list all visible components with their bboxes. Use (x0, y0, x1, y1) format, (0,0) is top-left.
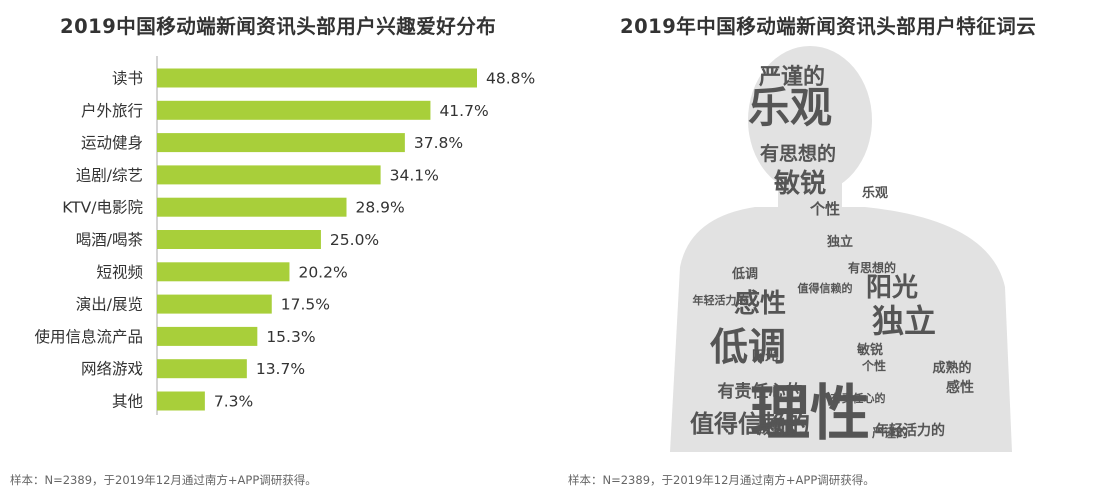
word-cloud-word: 有思想的 (760, 142, 836, 165)
category-label: 读书 (112, 70, 143, 88)
bar (157, 326, 258, 346)
word-cloud-word: 有责任心的 (718, 381, 803, 402)
category-label: 运动健身 (81, 134, 143, 152)
bar (157, 391, 205, 411)
value-label: 15.3% (266, 328, 315, 346)
value-label: 34.1% (390, 166, 439, 184)
value-label: 37.8% (414, 134, 463, 152)
category-label: 短视频 (96, 263, 143, 281)
left-sample-note: 样本：N=2389，于2019年12月通过南方+APP调研获得。 (10, 473, 317, 487)
category-label: 追剧/综艺 (76, 166, 143, 184)
bar (157, 165, 381, 185)
word-cloud-word: 值得信赖的 (798, 281, 853, 295)
value-label: 28.9% (356, 199, 405, 217)
word-cloud-word: 感性 (734, 289, 786, 319)
word-cloud-word: 严谨的 (759, 64, 825, 90)
word-cloud-word: 成熟的 (758, 422, 797, 438)
bar (157, 68, 477, 88)
word-cloud-word: 个性 (861, 358, 886, 373)
bar (157, 230, 321, 249)
left-chart-title: 2019中国移动端新闻资讯头部用户兴趣爱好分布 (60, 15, 497, 38)
word-cloud-word: 低调 (710, 325, 786, 369)
value-label: 41.7% (439, 102, 488, 120)
word-cloud-word: 有思想的 (848, 260, 896, 275)
word-cloud-word: 独立 (827, 234, 853, 250)
word-cloud-word: 乐观 (862, 185, 888, 201)
value-label: 13.7% (256, 360, 305, 378)
word-cloud-word: 阳光 (866, 273, 918, 303)
silhouette-shape (670, 46, 1012, 452)
word-cloud-word: 值得信赖的 (690, 410, 810, 438)
category-label: 其他 (112, 393, 143, 411)
category-label: 喝酒/喝茶 (76, 231, 144, 249)
word-cloud-word: 年轻活力的 (693, 293, 748, 307)
word-cloud-word: 敏锐 (856, 342, 883, 358)
value-label: 25.0% (330, 231, 379, 249)
category-label: 网络游戏 (81, 360, 143, 378)
value-label: 17.5% (281, 296, 330, 314)
word-cloud-word: 理性 (750, 379, 870, 449)
bar (157, 359, 247, 379)
category-label: 演出/展览 (76, 296, 143, 314)
value-label: 48.8% (486, 70, 535, 88)
bar (157, 133, 405, 153)
interest-bar-chart: 读书 48.8% 户外旅行 41.7% 运动健身 37.8% 追剧/综艺 34.1% KTV/电… (34, 56, 535, 415)
value-label: 20.2% (298, 263, 347, 281)
category-label: 使用信息流产品 (34, 328, 143, 346)
bar (157, 294, 272, 314)
word-cloud-word: 敏锐 (773, 168, 826, 199)
word-cloud-word: 有责任心的 (831, 391, 886, 405)
bar (157, 100, 431, 120)
category-label: 户外旅行 (81, 102, 143, 120)
word-cloud-word: 严谨的 (871, 425, 908, 440)
value-label: 7.3% (214, 393, 253, 411)
word-cloud-word: 阳光 (752, 348, 778, 364)
bar (157, 262, 290, 282)
category-label: KTV/电影院 (62, 198, 143, 217)
word-cloud-word: 独立 (872, 302, 936, 340)
word-cloud-word: 成熟的 (932, 360, 971, 376)
bar (157, 197, 347, 217)
feature-word-cloud: 理性乐观低调独立感性阳光敏锐值得信赖的严谨的有思想的有责任心的成熟的个性年轻活力… (670, 46, 1012, 452)
word-cloud-word: 低调 (731, 266, 758, 282)
word-cloud-word: 年轻活力的 (875, 422, 945, 439)
word-cloud-word: 感性 (946, 379, 974, 396)
right-sample-note: 样本：N=2389，于2019年12月通过南方+APP调研获得。 (568, 473, 875, 487)
word-cloud-word: 乐观 (748, 83, 832, 132)
right-chart-title: 2019年中国移动端新闻资讯头部用户特征词云 (620, 15, 1037, 38)
word-cloud-word: 个性 (809, 200, 840, 218)
